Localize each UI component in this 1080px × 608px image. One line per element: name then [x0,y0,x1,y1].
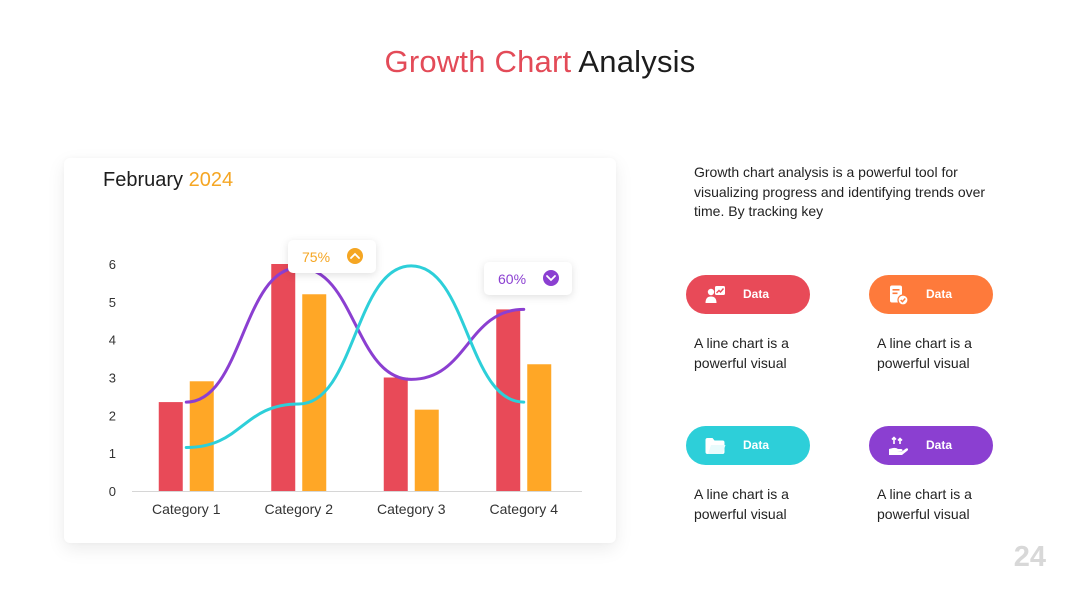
chevron-up-icon-chevron [350,252,360,259]
annotation-label: 60% [498,271,526,287]
y-tick-label: 5 [109,295,116,310]
bar-series-1-2 [271,264,296,491]
x-tick-label: Category 2 [265,501,334,517]
title-accent: Growth Chart [384,44,572,79]
bar-series-2-3 [414,409,439,491]
pill-label: Data [926,287,953,301]
pill-label: Data [743,287,770,301]
data-pill-4[interactable]: Data [869,426,993,465]
chevron-up-icon [347,248,363,264]
chevron-down-icon [543,270,559,286]
document-check-icon [890,285,909,306]
chart-title: February 2024 [103,169,233,192]
pill-caption-1: A line chart is a powerful visual [694,335,789,371]
y-tick-label: 1 [109,446,116,461]
folder-icon [705,438,726,454]
y-tick-label: 2 [109,408,116,423]
bar-series-1-1 [158,402,183,491]
annotation-label: 75% [302,249,330,265]
pill-label: Data [926,438,953,452]
page-title: Growth Chart Analysis [0,44,1080,80]
y-tick-label: 6 [109,257,116,272]
y-tick-label: 0 [109,484,116,499]
hand-growth-icon [889,436,909,455]
user-chart-icon [705,286,725,303]
data-pill-1[interactable]: Data [686,275,810,314]
description-text: Growth chart analysis is a powerful tool… [694,164,986,219]
chart-card [64,158,616,543]
pill-caption-4: A line chart is a powerful visual [877,486,972,522]
y-tick-label: 3 [109,371,116,386]
page-number: 24 [1013,541,1046,573]
x-tick-label: Category 3 [377,501,446,517]
bar-series-2-4 [527,364,552,491]
trend-line-1 [184,266,526,404]
data-pill-3[interactable]: Data [686,426,810,465]
x-tick-label: Category 4 [490,501,559,517]
trend-line-2 [184,264,526,449]
pill-label: Data [743,438,770,452]
chart-month: February [103,169,184,191]
pill-caption-3: A line chart is a powerful visual [694,486,789,522]
pill-caption-2: A line chart is a powerful visual [877,335,972,371]
chart-year: 2024 [188,169,234,191]
title-rest: Analysis [571,44,696,79]
bar-series-1-3 [383,377,408,491]
chevron-down-icon-chevron [546,275,556,282]
data-pill-2[interactable]: Data [869,275,993,314]
x-tick-label: Category 1 [152,501,221,517]
y-tick-label: 4 [109,333,116,348]
